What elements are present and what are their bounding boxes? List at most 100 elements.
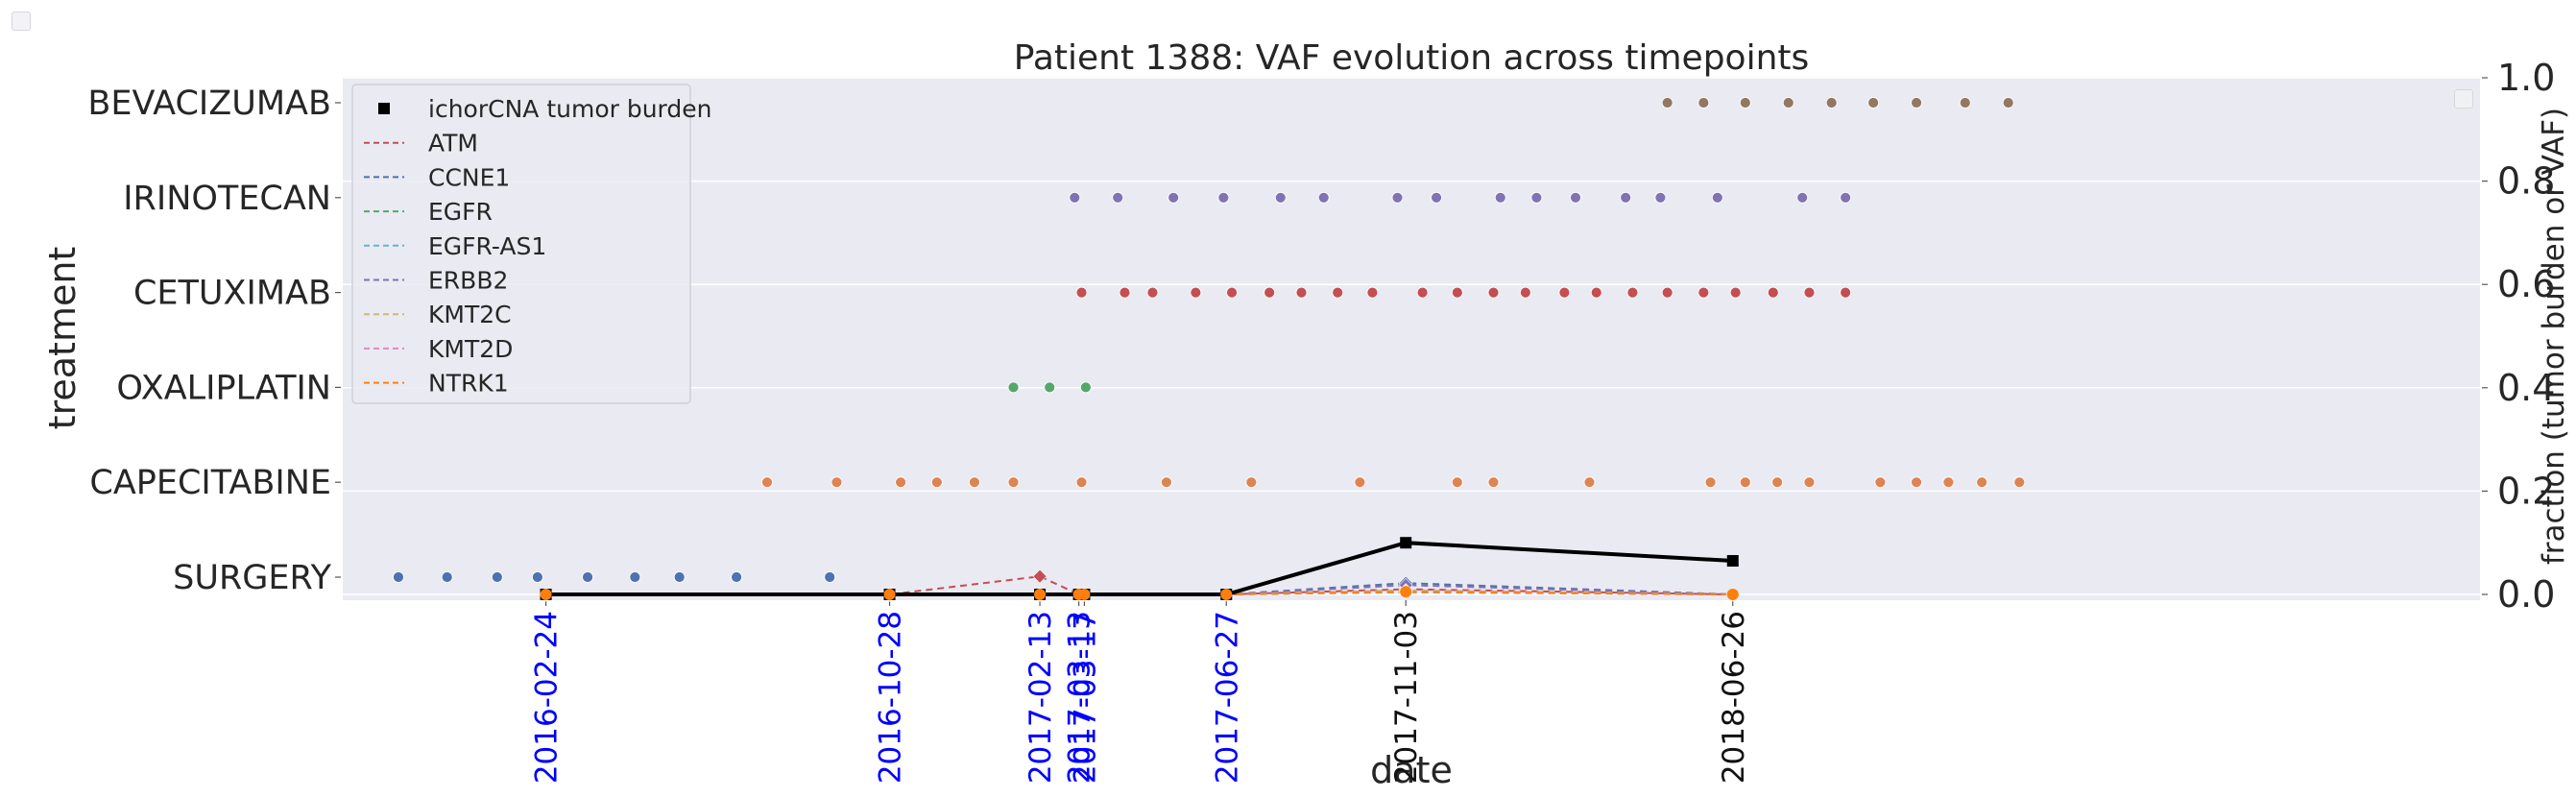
treatment-dot-irinotecan: [1796, 191, 1809, 204]
treatment-dot-cetuximab: [1558, 286, 1571, 299]
treatment-dot-capecitabine: [1739, 476, 1751, 489]
treatment-dot-capecitabine: [1976, 476, 1988, 489]
ichorcna-point: [1726, 555, 1739, 568]
treatment-dot-oxaliplatin: [1044, 381, 1056, 394]
treatment-dot-surgery: [629, 571, 641, 583]
x-tick-label: 2017-11-03: [1389, 611, 1424, 784]
legend-marker-ichorcna: [378, 103, 390, 114]
treatment-dot-capecitabine: [2013, 476, 2026, 489]
legend-label: EGFR: [428, 198, 493, 226]
treatment-dot-cetuximab: [1190, 286, 1202, 299]
treatment-dot-cetuximab: [1840, 286, 1852, 299]
x-tick-label: 2016-10-28: [874, 611, 908, 784]
treatment-dot-capecitabine: [969, 476, 980, 489]
series-point-overlay-ntrk1: [540, 589, 552, 600]
treatment-dot-cetuximab: [1661, 286, 1673, 299]
series-point-overlay-ntrk1: [1726, 589, 1739, 600]
treatment-dot-surgery: [673, 571, 686, 583]
treatment-dot-bevacizumab: [1739, 97, 1751, 109]
ichorcna-point: [1400, 537, 1412, 549]
treatment-dot-irinotecan: [1112, 191, 1124, 204]
y-tick-label: CETUXIMAB: [133, 275, 331, 313]
treatment-dot-capecitabine: [1354, 476, 1366, 489]
series-point-overlay-ntrk1: [1034, 589, 1047, 600]
treatment-dot-cetuximab: [1451, 286, 1463, 299]
treatment-dot-irinotecan: [1391, 191, 1404, 204]
legend-label: EGFR-AS1: [428, 232, 546, 260]
legend-box: [351, 84, 691, 404]
legend-label: ATM: [428, 130, 478, 157]
x-tick-label: 2017-02-13: [1023, 611, 1058, 784]
treatment-dot-irinotecan: [1217, 191, 1230, 204]
legend-label: ichorCNA tumor burden: [428, 95, 711, 123]
series-point-atm: [1032, 568, 1047, 584]
treatment-dot-cetuximab: [1264, 286, 1276, 299]
treatment-dot-capecitabine: [1451, 476, 1463, 489]
secondary-legend-box: [2454, 89, 2473, 109]
treatment-dot-capecitabine: [1583, 476, 1596, 489]
treatment-dot-irinotecan: [1840, 191, 1852, 204]
y-right-axis-label: fraction (tumor burden or VAF): [2537, 108, 2571, 565]
treatment-dot-cetuximab: [1146, 286, 1159, 299]
treatment-dot-oxaliplatin: [1007, 381, 1020, 394]
treatment-dot-irinotecan: [1570, 191, 1581, 204]
treatment-dot-capecitabine: [1007, 476, 1020, 489]
x-axis-label: date: [1370, 749, 1453, 791]
treatment-dot-surgery: [491, 571, 503, 583]
treatment-dot-bevacizumab: [2002, 97, 2014, 109]
treatment-dot-capecitabine: [1075, 476, 1088, 489]
treatment-dot-surgery: [393, 571, 404, 583]
treatment-dot-cetuximab: [1119, 286, 1131, 299]
treatment-dot-oxaliplatin: [1079, 381, 1092, 394]
treatment-dot-capecitabine: [1803, 476, 1816, 489]
treatment-dot-cetuximab: [1590, 286, 1602, 299]
legend-label: CCNE1: [428, 163, 510, 191]
treatment-dot-capecitabine: [895, 476, 907, 489]
treatment-dot-cetuximab: [1366, 286, 1379, 299]
treatment-dot-cetuximab: [1519, 286, 1531, 299]
treatment-dot-cetuximab: [1416, 286, 1429, 299]
treatment-dot-irinotecan: [1168, 191, 1180, 204]
y-right-tick-label: 0.2: [2497, 470, 2555, 512]
figure-corner-box: [12, 12, 31, 31]
treatment-dot-surgery: [582, 571, 593, 583]
treatment-dot-irinotecan: [1069, 191, 1081, 204]
treatment-dot-irinotecan: [1530, 191, 1543, 204]
y-right-tick-label: 0.4: [2497, 367, 2555, 409]
y-right-tick-label: 0.8: [2497, 160, 2555, 203]
treatment-dot-surgery: [824, 571, 836, 583]
treatment-dot-irinotecan: [1654, 191, 1667, 204]
treatment-dot-irinotecan: [1620, 191, 1632, 204]
treatment-dot-capecitabine: [761, 476, 773, 489]
treatment-dot-capecitabine: [1161, 476, 1172, 489]
legend-label: NTRK1: [428, 370, 509, 398]
treatment-dot-cetuximab: [1226, 286, 1238, 299]
y-tick-label: OXALIPLATIN: [116, 369, 331, 407]
treatment-dot-irinotecan: [1711, 191, 1723, 204]
y-tick-label: CAPECITABINE: [89, 464, 331, 502]
x-tick-label: 2017-03-17: [1068, 611, 1102, 784]
legend-label: ERBB2: [428, 267, 508, 295]
treatment-dot-irinotecan: [1317, 191, 1330, 204]
series-point-overlay-ntrk1: [1400, 586, 1412, 598]
treatment-dot-bevacizumab: [1782, 97, 1794, 109]
legend-label: KMT2C: [428, 301, 512, 328]
treatment-dot-capecitabine: [1704, 476, 1717, 489]
series-point-overlay-ntrk1: [883, 589, 896, 600]
treatment-dot-bevacizumab: [1697, 97, 1710, 109]
treatment-dot-capecitabine: [1245, 476, 1258, 489]
chart-title: Patient 1388: VAF evolution across timep…: [1014, 38, 1810, 78]
x-tick-label: 2017-03-13: [1063, 611, 1097, 784]
treatment-dot-cetuximab: [1697, 286, 1710, 299]
treatment-dot-capecitabine: [1911, 476, 1922, 489]
treatment-dot-bevacizumab: [1867, 97, 1880, 109]
treatment-dot-surgery: [731, 571, 743, 583]
x-tick-label: 2017-06-27: [1210, 611, 1244, 784]
legend-label: KMT2D: [428, 335, 513, 363]
treatment-dot-capecitabine: [1942, 476, 1955, 489]
y-right-tick-label: 0.6: [2497, 263, 2555, 305]
treatment-dot-bevacizumab: [1825, 97, 1838, 109]
treatment-dot-surgery: [441, 571, 453, 583]
treatment-dot-irinotecan: [1494, 191, 1506, 204]
